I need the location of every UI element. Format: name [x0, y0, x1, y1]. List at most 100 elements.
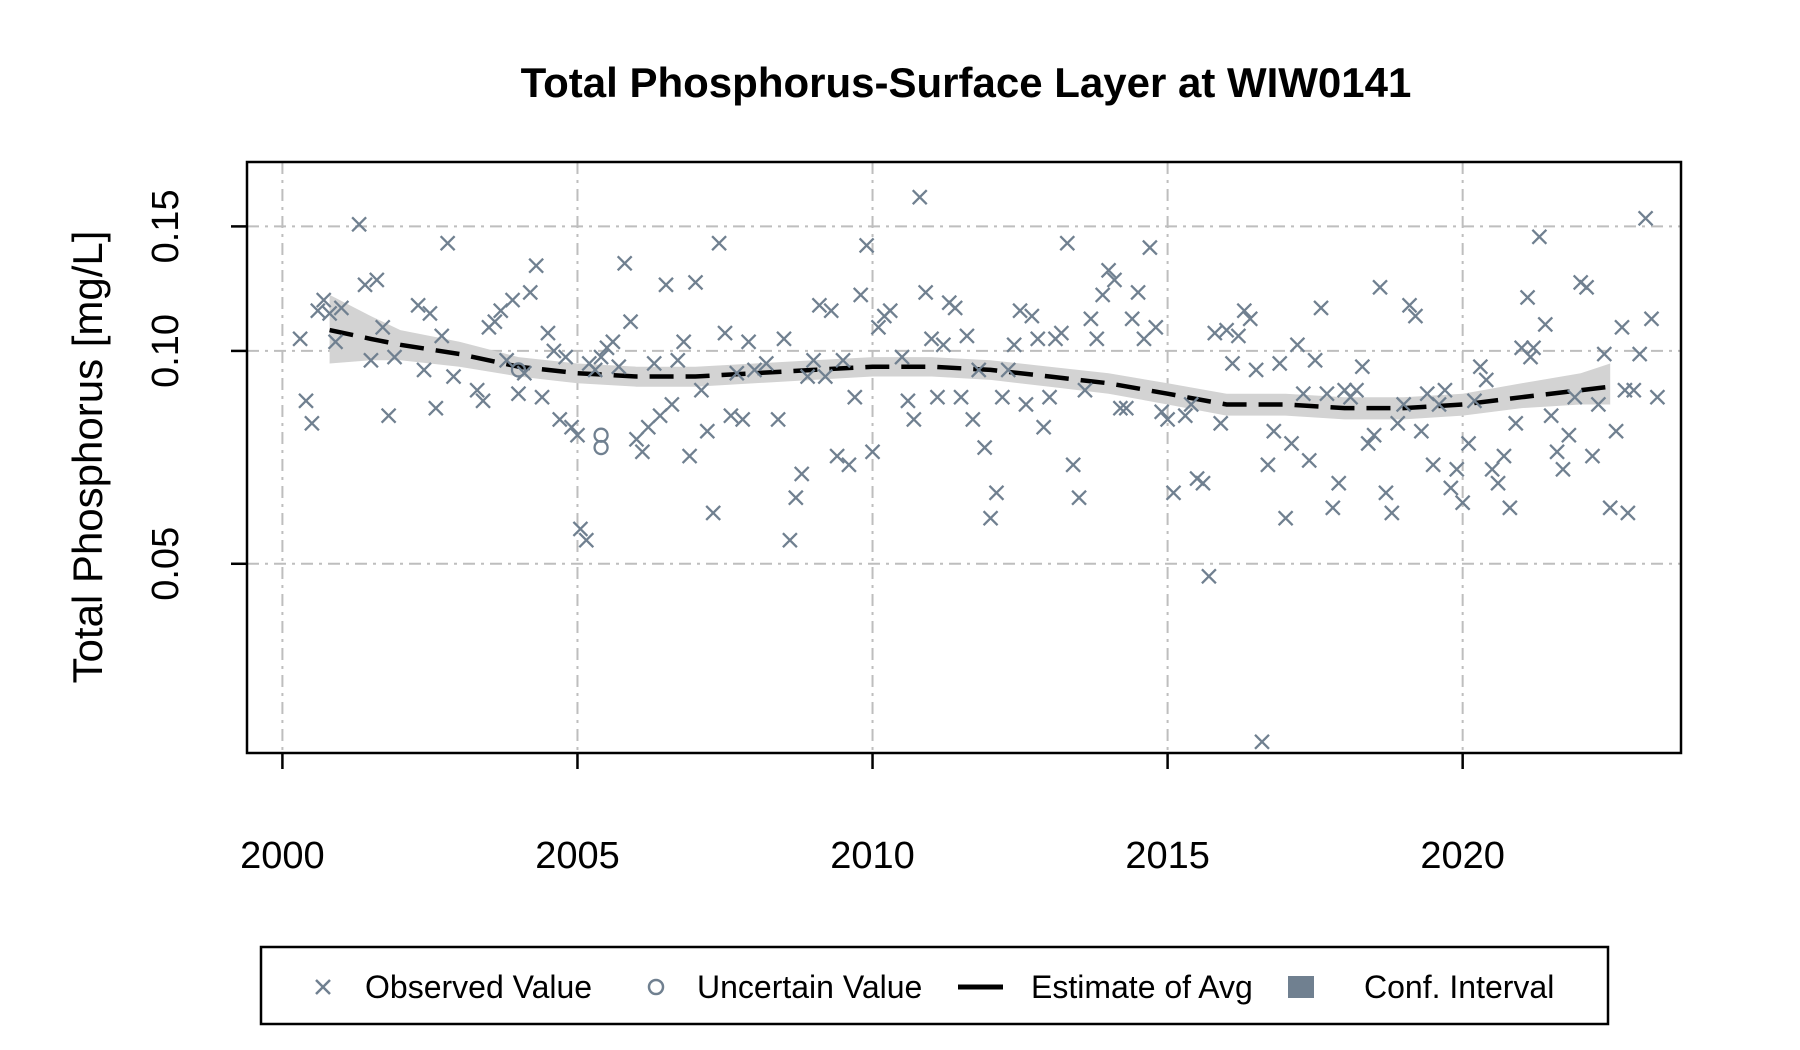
legend: Observed Value Uncertain Value Estimate …	[259, 945, 1610, 1026]
x-tick-label: 2015	[1125, 835, 1210, 877]
observed-point	[705, 505, 722, 521]
observed-point	[522, 284, 539, 301]
observed-point-stroke	[310, 302, 326, 319]
observed-point	[1454, 494, 1471, 511]
observed-point	[711, 235, 727, 252]
observed-point	[433, 328, 450, 344]
observed-point-stroke	[504, 292, 521, 308]
observed-point-stroke	[1478, 372, 1495, 388]
observed-point	[439, 235, 456, 252]
observed-point	[746, 362, 763, 378]
observed-point-stroke	[675, 334, 692, 350]
observed-point	[776, 331, 792, 347]
observed-point-stroke	[475, 393, 491, 409]
observed-point-stroke	[935, 337, 952, 353]
observed-point	[988, 484, 1005, 501]
observed-point	[1248, 362, 1264, 378]
observed-point	[1531, 229, 1548, 245]
observed-point-stroke	[1035, 419, 1052, 436]
axes: 2000 2005 2010 2015 2020 0.05 0.10 0.15	[145, 189, 1505, 877]
observed-point	[1100, 262, 1117, 279]
observed-point	[1165, 484, 1182, 501]
observed-point-stroke	[1378, 484, 1394, 501]
observed-point-stroke	[469, 382, 485, 398]
observed-point	[1584, 448, 1601, 464]
observed-point	[1124, 311, 1140, 327]
observed-point-stroke	[380, 407, 397, 424]
observed-point	[788, 489, 804, 506]
observed-point-stroke	[1212, 415, 1229, 432]
observed-point-stroke	[1330, 475, 1347, 492]
observed-point-stroke	[587, 362, 603, 378]
observed-point	[1236, 302, 1253, 319]
observed-point	[959, 328, 975, 344]
observed-point-stroke	[728, 365, 745, 382]
observed-point-stroke	[540, 325, 556, 341]
observed-point	[1035, 419, 1052, 436]
observed-point-stroke	[1088, 331, 1105, 347]
observed-point	[1053, 325, 1070, 341]
observed-point	[1537, 316, 1554, 333]
observed-point-stroke	[1000, 362, 1017, 378]
observed-point-stroke	[534, 389, 550, 406]
observed-point	[1522, 349, 1539, 365]
observed-point	[1283, 435, 1300, 452]
observed-point	[416, 362, 432, 378]
observed-point-stroke	[1472, 358, 1489, 375]
observed-point-stroke	[1248, 362, 1264, 378]
observed-point	[1631, 346, 1648, 362]
observed-point-stroke	[321, 305, 338, 322]
observed-point	[664, 396, 680, 413]
observed-point	[640, 419, 657, 436]
observed-point-stroke	[1372, 279, 1388, 296]
observed-point-stroke	[487, 313, 503, 330]
observed-point-stroke	[563, 419, 580, 436]
y-tick-label: 0.10	[145, 314, 187, 388]
observed-point	[1389, 415, 1406, 432]
observed-point-stroke	[1242, 311, 1259, 327]
observed-point	[1183, 396, 1200, 413]
observed-point-stroke	[640, 419, 657, 436]
observed-point	[1608, 423, 1624, 439]
observed-point-stroke	[433, 328, 450, 344]
observed-point	[994, 389, 1011, 406]
observed-point-stroke	[292, 331, 308, 347]
observed-point	[758, 355, 775, 372]
chart-title: Total Phosphorus-Surface Layer at WIW014…	[521, 59, 1412, 106]
observed-point	[1490, 475, 1506, 492]
observed-point-stroke	[782, 532, 798, 548]
observed-point	[1555, 461, 1571, 478]
observed-point-stroke	[1071, 489, 1087, 506]
observed-point	[793, 466, 810, 482]
observed-point-stroke	[1614, 319, 1630, 336]
observed-point-stroke	[1389, 415, 1406, 432]
observed-point-stroke	[1159, 411, 1176, 428]
observed-point	[829, 448, 845, 464]
observed-point-stroke	[1443, 480, 1459, 496]
observed-point-stroke	[758, 355, 775, 372]
observed-point	[1384, 505, 1400, 521]
observed-point-stroke	[1395, 396, 1412, 413]
observed-point-stroke	[947, 300, 963, 316]
observed-point	[1029, 331, 1046, 347]
observed-point	[1112, 400, 1129, 416]
observed-point-stroke	[1319, 385, 1335, 402]
observed-point-stroke	[569, 427, 586, 444]
observed-point-stroke	[304, 415, 320, 432]
observed-point	[917, 284, 934, 301]
y-tick-label: 0.05	[145, 527, 187, 601]
observed-point-stroke	[1100, 262, 1117, 279]
observed-point	[1159, 411, 1176, 428]
observed-point	[1242, 311, 1259, 327]
observed-point	[681, 448, 698, 464]
observed-point-stroke	[315, 292, 332, 308]
observed-point	[333, 300, 350, 316]
observed-point-stroke	[1413, 423, 1430, 439]
observed-point	[1519, 289, 1536, 306]
observed-point	[445, 368, 462, 385]
observed-point-stroke	[1366, 427, 1382, 444]
observed-point	[911, 189, 928, 205]
observed-point-stroke	[1543, 407, 1559, 424]
observed-point	[770, 411, 786, 428]
